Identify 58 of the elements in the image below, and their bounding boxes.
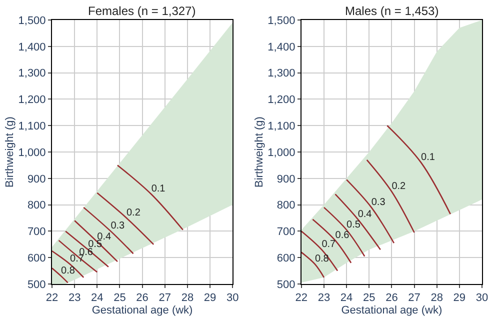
y-tick-label: 800: [27, 200, 46, 212]
y-tick-label: 500: [27, 278, 46, 291]
y-tick-label: 1,500: [18, 14, 46, 27]
x-axis-title: Gestational age (wk): [92, 304, 193, 316]
x-tick-label: 25: [363, 292, 376, 304]
x-tick-label: 27: [158, 292, 172, 304]
y-tick-label: 1,400: [268, 41, 296, 54]
y-tick-label: 700: [27, 226, 46, 238]
x-tick-label: 23: [318, 292, 330, 304]
series-label: 0.4: [358, 208, 372, 220]
y-tick-label: 1,200: [268, 94, 296, 106]
series-label: 0.3: [371, 196, 386, 208]
x-axis-title: Gestational age (wk): [341, 304, 442, 316]
y-tick-label: 1,100: [268, 120, 296, 132]
y-tick-label: 700: [276, 226, 296, 238]
y-tick-label: 800: [276, 200, 296, 212]
series-label: 0.3: [110, 220, 126, 232]
series-label: 0.7: [322, 239, 336, 250]
series-label: 0.2: [126, 208, 141, 218]
series-label: 0.5: [346, 219, 361, 230]
x-tick-label: 24: [340, 292, 353, 304]
series-label: 0.6: [335, 230, 350, 241]
x-tick-label: 28: [181, 292, 194, 304]
x-tick-label: 26: [386, 292, 398, 304]
y-tick-label: 900: [27, 173, 46, 186]
x-tick-label: 29: [453, 292, 466, 304]
series-label: 0.2: [392, 181, 406, 192]
series-label: 0.1: [421, 152, 436, 164]
y-tick-label: 500: [276, 278, 296, 291]
x-tick-label: 25: [114, 292, 126, 304]
y-tick-label: 600: [27, 252, 46, 264]
chart-title: Females (n = 1,327): [88, 4, 196, 18]
y-tick-label: 1,400: [18, 41, 46, 54]
x-tick-label: 23: [68, 292, 81, 304]
x-tick-label: 27: [408, 292, 420, 304]
x-tick-label: 28: [430, 292, 443, 304]
series-label: 0.1: [151, 184, 166, 195]
x-tick-label: 26: [136, 292, 148, 304]
y-axis-title: Birthweight (g): [4, 116, 16, 188]
x-tick-label: 22: [46, 292, 58, 304]
y-tick-label: 900: [276, 173, 296, 186]
y-tick-label: 600: [276, 252, 296, 264]
y-tick-label: 1,500: [268, 14, 296, 27]
y-tick-label: 1,000: [268, 146, 296, 159]
x-tick-label: 30: [226, 292, 239, 304]
x-tick-label: 29: [204, 292, 216, 304]
y-tick-label: 1,100: [18, 120, 46, 132]
y-axis-title: Birthweight (g): [253, 116, 266, 188]
y-tick-label: 1,300: [268, 68, 296, 80]
series-label: 0.8: [314, 254, 330, 265]
x-tick-label: 24: [91, 292, 104, 304]
chart-title: Males (n = 1,453): [345, 4, 439, 18]
y-tick-label: 1,300: [18, 68, 46, 80]
series-label: 0.8: [61, 266, 76, 277]
y-tick-label: 1,000: [18, 146, 46, 159]
y-tick-label: 1,200: [18, 94, 46, 106]
x-tick-label: 22: [295, 292, 308, 304]
x-tick-label: 30: [476, 292, 488, 304]
